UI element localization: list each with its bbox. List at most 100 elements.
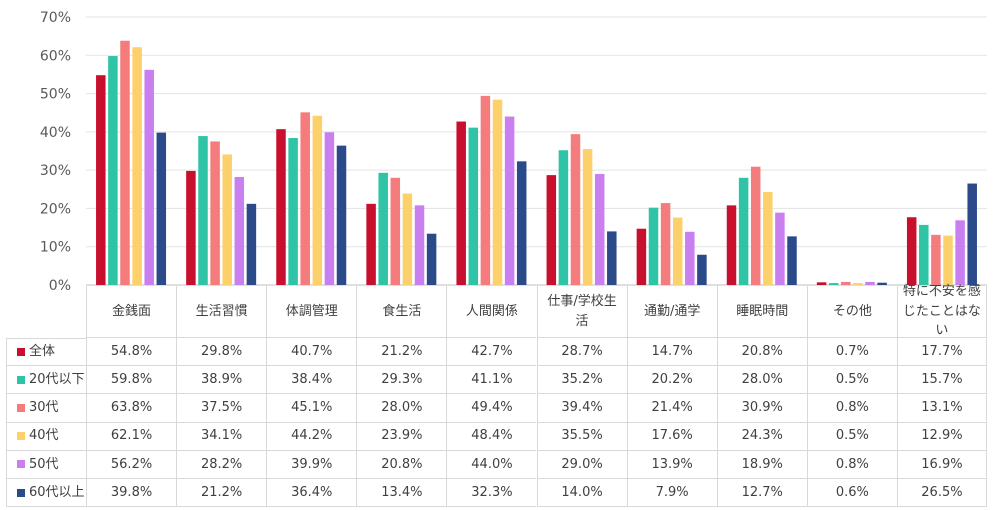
bar (919, 224, 929, 285)
category-label: 仕事/学校生活 (536, 286, 627, 338)
data-label: 32.3% (446, 479, 537, 508)
data-label: 49.4% (446, 394, 537, 423)
data-label: 17.6% (626, 422, 717, 451)
legend-label: 全体 (29, 344, 56, 360)
bar-group (456, 95, 527, 286)
data-label: 20.8% (716, 338, 807, 367)
category-label-text: 体調管理 (286, 302, 338, 322)
category-label-line: 睡眠時間 (736, 303, 789, 319)
data-label: 24.3% (716, 422, 807, 451)
y-axis: 0% 10% 20% 30% 40% 50% 60% 70% (40, 10, 71, 290)
category-label-text: 仕事/学校生活 (547, 292, 616, 331)
data-label: 35.2% (536, 366, 627, 395)
data-label: 0.7% (806, 338, 897, 367)
bar (210, 141, 220, 285)
data-label: 38.4% (266, 366, 357, 395)
data-label: 26.5% (896, 479, 987, 508)
bar (558, 150, 569, 285)
data-label: 16.9% (896, 450, 987, 479)
legend-entry: 50代 (6, 450, 86, 479)
bar (943, 235, 953, 285)
data-label: 28.2% (176, 450, 267, 479)
category-label: 睡眠時間 (716, 286, 807, 338)
gridlines (86, 16, 987, 286)
category-label: 金銭面 (86, 286, 177, 338)
bar (775, 212, 785, 285)
bar (853, 283, 863, 285)
category-label-line: 生活習慣 (195, 303, 248, 319)
category-label: 通勤/通学 (626, 286, 717, 338)
y-tick-label: 20% (40, 201, 71, 217)
bar (300, 112, 310, 286)
category-label: その他 (806, 286, 897, 338)
bar (967, 183, 977, 285)
data-label: 15.7% (896, 366, 987, 395)
data-label: 35.5% (536, 422, 627, 451)
bar (378, 172, 388, 285)
bar (198, 136, 208, 285)
data-label: 21.2% (176, 479, 267, 508)
data-label: 48.4% (446, 422, 537, 451)
category-label-text: 特に不安を感 じたことはない (898, 282, 986, 341)
data-label: 36.4% (266, 479, 357, 508)
data-label: 38.9% (176, 366, 267, 395)
bar-group (906, 183, 977, 285)
category-label: 食生活 (356, 286, 447, 338)
data-label: 12.7% (716, 479, 807, 508)
category-label-text: 睡眠時間 (736, 302, 788, 322)
category-label-text: 生活習慣 (196, 302, 248, 322)
bar (697, 254, 707, 285)
data-label: 0.8% (806, 394, 897, 423)
data-label: 29.8% (176, 338, 267, 367)
bar (594, 173, 605, 285)
bar (132, 47, 142, 286)
y-tick-label: 0% (49, 278, 71, 290)
data-label: 0.6% (806, 479, 897, 508)
data-label: 14.7% (626, 338, 717, 367)
bar-group (186, 136, 257, 285)
category-label-line: 仕事/学校生 (547, 294, 617, 309)
data-label: 34.1% (176, 422, 267, 451)
bar (931, 234, 941, 285)
data-label: 18.9% (716, 450, 807, 479)
data-label: 20.8% (356, 450, 447, 479)
legend-swatch (17, 432, 25, 441)
bar (186, 170, 196, 285)
category-label: 生活習慣 (176, 286, 267, 338)
bar (492, 99, 503, 285)
bar (246, 203, 257, 285)
y-tick-label: 60% (40, 48, 71, 64)
data-label: 44.2% (266, 422, 357, 451)
y-tick-label: 70% (40, 10, 71, 26)
bar-chart: 0% 10% 20% 30% 40% 50% 60% 70% (40, 10, 987, 290)
data-label: 13.9% (626, 450, 717, 479)
bar (636, 228, 647, 285)
data-label: 23.9% (356, 422, 447, 451)
bar-group (546, 134, 617, 285)
data-label: 12.9% (896, 422, 987, 451)
bar (336, 145, 347, 285)
category-label-line: 通勤/通学 (643, 303, 701, 319)
bar (865, 281, 875, 285)
bar (787, 236, 797, 285)
data-label: 39.9% (266, 450, 357, 479)
legend-entry: 60代以上 (6, 479, 86, 508)
bar-group (276, 112, 347, 286)
bar (414, 205, 425, 285)
y-tick-label: 10% (40, 240, 71, 256)
bar (738, 177, 749, 285)
legend-entry: 20代以下 (6, 366, 86, 395)
bar (426, 233, 437, 285)
category-label: 体調管理 (266, 286, 357, 338)
bar (156, 132, 167, 285)
data-label: 62.1% (86, 422, 177, 451)
bar (366, 203, 376, 285)
category-label-text: 金銭面 (112, 302, 151, 322)
legend-label: 40代 (29, 428, 59, 444)
data-label: 0.5% (806, 422, 897, 451)
bar (726, 205, 737, 285)
bar (480, 95, 491, 286)
data-label: 30.9% (716, 394, 807, 423)
bar (828, 283, 839, 285)
bar-group (816, 281, 887, 285)
